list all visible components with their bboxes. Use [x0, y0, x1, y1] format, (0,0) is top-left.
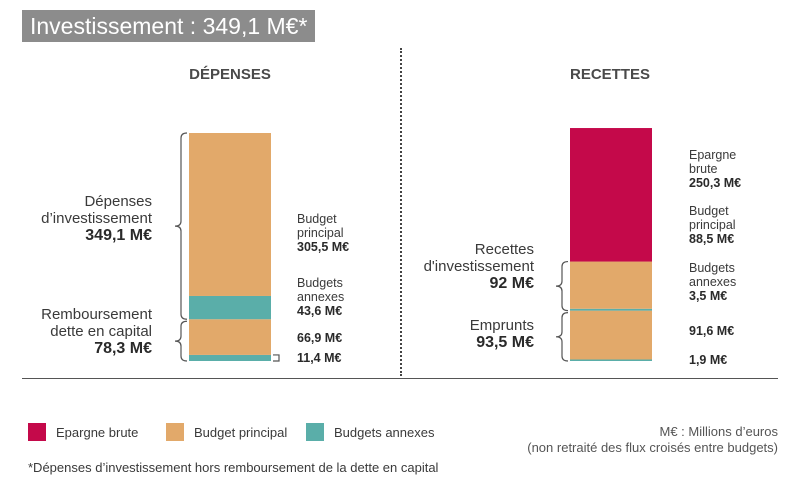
- rec-seg3-name-2: annexes: [689, 275, 737, 289]
- dep-seg4-label: 11,4 M€: [297, 351, 341, 365]
- recettes-emprunts-bracket: [555, 312, 569, 362]
- rec-seg1-label: Epargne brute 250,3 M€: [689, 148, 741, 190]
- rec-seg2-name-2: principal: [689, 218, 736, 232]
- rec-seg1-value: 250,3 M€: [689, 176, 742, 190]
- dep-seg3-label: 66,9 M€: [297, 331, 342, 345]
- rec-group-investissement: Recettes d'investissement 92 M€: [424, 241, 534, 292]
- legend-divider: [22, 378, 778, 379]
- dep-group2-line1: Remboursement: [41, 306, 152, 323]
- rec-seg4-label: 91,6 M€: [689, 324, 734, 338]
- recettes-bar-segment-4: [570, 310, 652, 360]
- recettes-heading: RECETTES: [569, 66, 650, 83]
- dep-seg1-value: 305,5 M€: [297, 240, 350, 254]
- rec-group-emprunts: Emprunts 93,5 M€: [470, 317, 534, 351]
- dep-group1-line1: Dépenses: [84, 193, 152, 210]
- dep-group2-line2: dette en capital: [50, 323, 152, 340]
- rec-seg1-name-1: Epargne: [689, 148, 737, 162]
- rec-seg5-value: 1,9 M€: [689, 353, 728, 367]
- legend-label-epargne: Epargne brute: [56, 424, 139, 440]
- dep-group1-line2: d’investissement: [41, 210, 152, 227]
- rec-group1-value: 92 M€: [489, 275, 534, 292]
- rec-group1-line2: d'investissement: [423, 258, 534, 275]
- depenses-seg4-tick: [273, 354, 280, 362]
- depenses-bar-segment-1: [189, 133, 271, 296]
- rec-group1-line1: Recettes: [474, 241, 534, 258]
- rec-seg5-label: 1,9 M€: [689, 353, 727, 367]
- depenses-bar-segment-2: [189, 295, 271, 320]
- dep-seg1-name-2: principal: [297, 226, 344, 240]
- legend-item-epargne: Epargne brute: [28, 422, 138, 442]
- dep-group-remboursement: Remboursement dette en capital 78,3 M€: [41, 306, 152, 357]
- chart-title: Investissement : 349,1 M€*: [22, 10, 316, 42]
- rec-seg2-label: Budget principal 88,5 M€: [689, 204, 736, 246]
- legend-label-annexes: Budgets annexes: [334, 424, 435, 440]
- legend-swatch-epargne: [28, 423, 46, 441]
- recettes-bar-segment-2: [570, 261, 652, 309]
- dep-seg2-name-1: Budgets: [297, 276, 343, 290]
- dep-seg1-name-1: Budget: [297, 212, 337, 226]
- depenses-investissement-bracket: [174, 132, 188, 320]
- units-note-line1: M€ : Millions d’euros: [659, 424, 779, 439]
- depenses-heading: DÉPENSES: [189, 66, 271, 83]
- recettes-bar-segment-3: [570, 308, 652, 311]
- dep-group2-value: 78,3 M€: [94, 340, 152, 357]
- legend-swatch-principal: [166, 423, 184, 441]
- recettes-investissement-bracket: [555, 260, 569, 312]
- rec-seg2-value: 88,5 M€: [689, 232, 735, 246]
- units-note: M€ : Millions d’euros (non retraité des …: [527, 424, 778, 456]
- rec-seg1-name-2: brute: [689, 162, 718, 176]
- dep-group-investissement: Dépenses d’investissement 349,1 M€: [41, 193, 152, 244]
- rec-seg3-label: Budgets annexes 3,5 M€: [689, 261, 736, 303]
- legend-label-principal: Budget principal: [194, 424, 288, 440]
- rec-group2-line1: Emprunts: [469, 317, 534, 334]
- legend-item-annexes: Budgets annexes: [306, 422, 434, 442]
- dep-seg2-name-2: annexes: [297, 290, 345, 304]
- footnote: *Dépenses d’investissement hors rembours…: [28, 460, 439, 475]
- dep-group1-value: 349,1 M€: [85, 227, 152, 244]
- recettes-bar-segment-5: [570, 359, 652, 361]
- center-divider: [400, 48, 402, 376]
- rec-seg2-name-1: Budget: [689, 204, 729, 218]
- dep-seg1-label: Budget principal 305,5 M€: [297, 212, 349, 254]
- depenses-bar-segment-3: [189, 319, 271, 355]
- rec-group2-value: 93,5 M€: [476, 334, 534, 351]
- legend-item-principal: Budget principal: [166, 422, 287, 442]
- legend-swatch-annexes: [306, 423, 324, 441]
- depenses-bar-segment-4: [189, 354, 271, 361]
- recettes-bar-segment-1: [570, 128, 652, 262]
- rec-seg3-name-1: Budgets: [689, 261, 735, 275]
- dep-seg2-label: Budgets annexes 43,6 M€: [297, 276, 344, 318]
- dep-seg4-value: 11,4 M€: [297, 351, 342, 365]
- depenses-remboursement-bracket: [174, 320, 188, 362]
- dep-seg3-value: 66,9 M€: [297, 331, 343, 345]
- rec-seg4-value: 91,6 M€: [689, 324, 735, 338]
- dep-seg2-value: 43,6 M€: [297, 304, 343, 318]
- units-note-line2: (non retraité des flux croisés entre bud…: [527, 440, 778, 455]
- rec-seg3-value: 3,5 M€: [689, 289, 728, 303]
